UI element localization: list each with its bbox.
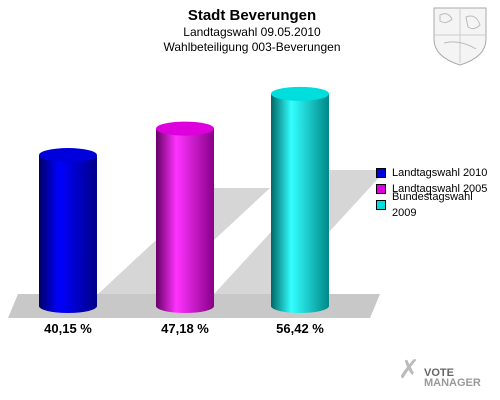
legend-item: Landtagswahl 2010 [376, 165, 500, 181]
bar-top [156, 121, 214, 136]
vote-manager-check-icon: ✗ [398, 354, 420, 384]
bar-top [271, 86, 329, 101]
bar-value-label: 56,42 % [276, 321, 324, 336]
legend-item: Bundestagswahl 2009 [376, 191, 500, 219]
legend-label: Landtagswahl 2010 [392, 167, 488, 179]
bar-top [39, 148, 97, 163]
chart-subtitle-election: Landtagswahl 09.05.2010 [183, 25, 321, 39]
bar-body [271, 93, 329, 313]
chart-legend: Landtagswahl 2010 Landtagswahl 2005 Bund… [376, 165, 500, 219]
logo-line-vote: VOTE [424, 367, 454, 379]
bar-value-label: 47,18 % [161, 321, 209, 336]
legend-swatch [376, 184, 386, 194]
legend-label: Bundestagswahl 2009 [391, 191, 473, 219]
bar-3: 56,42 % [271, 86, 329, 336]
legend-swatch [376, 200, 386, 210]
bar-body [156, 128, 214, 313]
bar-value-label: 40,15 % [44, 321, 92, 336]
bar-body [39, 155, 97, 313]
bar-1: 40,15 % [39, 148, 97, 336]
chart-subtitle-turnout: Wahlbeteiligung 003-Beverungen [163, 40, 340, 54]
coat-of-arms-icon [433, 7, 487, 66]
logo-line-manager: MANAGER [424, 377, 481, 389]
legend-label: Landtagswahl 2005 [392, 183, 488, 195]
bar-2: 47,18 % [156, 121, 214, 336]
legend-swatch [376, 168, 386, 178]
chart-title: Stadt Beverungen [188, 7, 316, 24]
vote-manager-logo: ✗ VOTE MANAGER [398, 356, 481, 389]
legend-item: Landtagswahl 2005 [376, 181, 500, 197]
